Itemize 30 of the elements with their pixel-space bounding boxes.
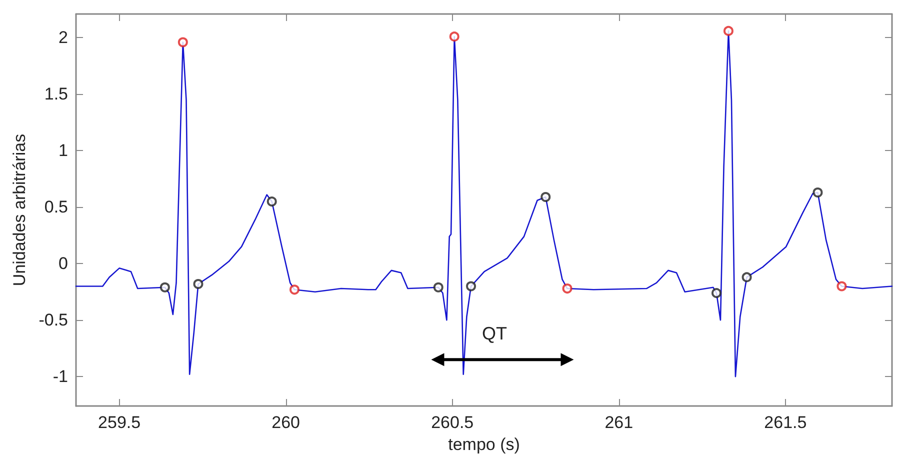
point — [178, 37, 188, 48]
y-tick-label: -0.5 — [38, 310, 68, 330]
x-tick-label: 260 — [272, 413, 300, 432]
point — [289, 284, 300, 295]
point — [433, 282, 444, 292]
x-axis-title: tempo (s) — [448, 434, 520, 454]
point — [562, 284, 572, 294]
y-tick-label: 2 — [58, 28, 68, 48]
y-tick-label: 1.5 — [44, 84, 68, 104]
point — [711, 288, 722, 298]
point — [742, 272, 752, 282]
point — [723, 26, 734, 36]
y-tick-label: 0 — [58, 254, 68, 274]
annotation: QT — [482, 324, 507, 344]
point — [266, 196, 277, 207]
y-tick-label: -1 — [52, 367, 68, 386]
point — [449, 32, 460, 42]
point — [836, 281, 847, 292]
x-tick-label: 261 — [604, 413, 634, 432]
point — [812, 187, 823, 198]
x-tick-label: 259.5 — [98, 413, 141, 432]
point — [193, 278, 204, 289]
point — [466, 281, 476, 292]
y-tick-label: 1 — [58, 141, 68, 160]
x-tick-label: 260.5 — [431, 413, 474, 432]
point — [540, 192, 551, 202]
y-axis-title: Unidades arbitrárias — [10, 134, 29, 286]
point — [160, 282, 170, 292]
y-tick-label: 0.5 — [44, 198, 68, 217]
x-tick-label: 261.5 — [764, 413, 807, 432]
